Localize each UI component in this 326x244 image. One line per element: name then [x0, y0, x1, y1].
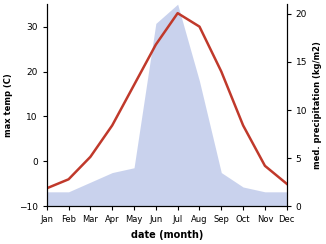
Y-axis label: max temp (C): max temp (C): [4, 73, 13, 137]
Y-axis label: med. precipitation (kg/m2): med. precipitation (kg/m2): [313, 41, 322, 169]
X-axis label: date (month): date (month): [130, 230, 203, 240]
